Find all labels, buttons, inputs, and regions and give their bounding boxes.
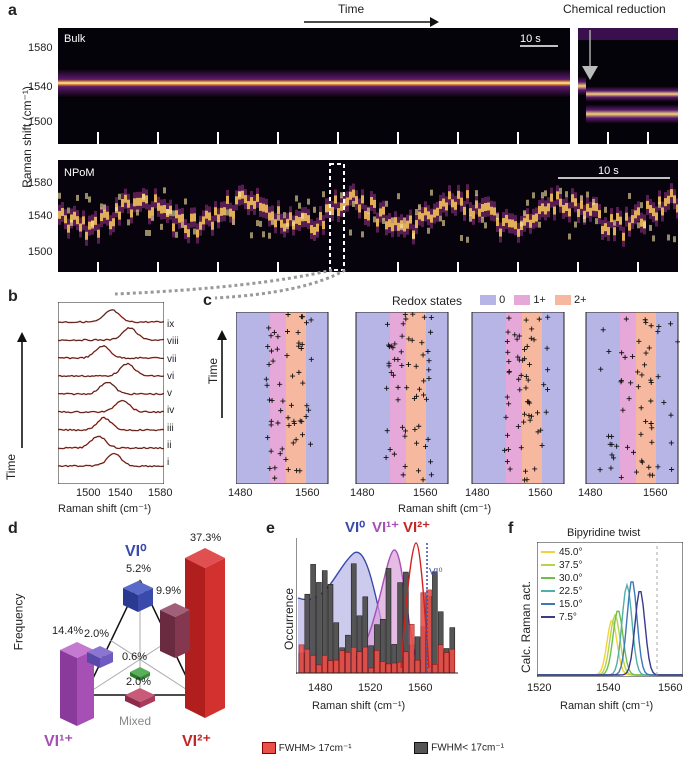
c-xtick-1480-4: 1480 [578,487,603,499]
b-xtick-1540: 1540 [108,487,133,499]
f-ylabel: Calc. Raman act. [519,580,534,674]
pct-vi1: 14.4% [52,625,84,637]
c-xtick-1560-1: 1560 [295,487,320,499]
numeral-iv: iv [167,405,175,417]
panel-d-diagram [60,548,225,726]
panel-a-label: a [8,2,17,19]
f-xlabel: Raman shift (cm⁻¹) [560,700,654,712]
panel-e-histogram [296,538,458,674]
time-arrow-c [217,330,227,418]
b-xlabel: Raman shift (cm⁻¹) [58,503,152,515]
time-arrow-b [17,332,27,448]
f-legend: 45.0° 37.5° 30.0° 22.5° 15.0° 7.5° [541,546,582,624]
panel-c-scatter [236,312,680,484]
pct-vi0: 5.2% [126,563,152,575]
bulk-spectrogram: 10 s Bulk [58,28,570,144]
d-vi1-label: VI¹⁺ [44,733,73,750]
d-mixed-label: Mixed [119,714,152,728]
pct-vi2: 37.3% [190,532,222,544]
numeral-v: v [167,388,172,400]
e-vi0-label: VI⁰ [345,519,366,536]
time-label-c: Time [206,357,221,385]
numeral-viii: viii [167,336,179,348]
f-leg-75: 7.5° [559,612,577,623]
f-leg-45: 45.0° [559,547,583,558]
numeral-vi: vi [167,370,175,382]
numeral-ix: ix [167,319,175,330]
e-vi0-annot: VI⁰ [429,567,443,578]
pct-mix-low: 2.0% [126,676,152,688]
panel-f-chart [537,542,683,677]
panel-b-spectra [58,302,164,484]
e-xtick-1560: 1560 [408,682,433,694]
ytick-1540-bottom: 1540 [28,210,53,222]
e-xlabel: Raman shift (cm⁻¹) [312,700,406,712]
e-legend: FWHM> 17cm⁻¹ FWHM< 17cm⁻¹ [262,742,504,754]
c-xtick-1560-2: 1560 [413,487,438,499]
e-vi2-label: VI²⁺ [403,519,431,536]
legend-0: 0 [499,294,506,306]
legend-2plus: 2+ [573,294,587,306]
npom-label: NPoM [64,167,95,179]
legend-fwhm-gray: FWHM< 17cm⁻¹ [431,742,504,754]
npom-spectrogram: 10 s NPoM [58,160,678,272]
time-label-b: Time [4,453,19,481]
zoom-lines [114,268,346,300]
c-xtick-1480-2: 1480 [350,487,375,499]
f-xtick-1560: 1560 [658,682,683,694]
ytick-1540-top: 1540 [28,81,53,93]
time-arrow [304,17,439,27]
d-vi2-label: VI²⁺ [182,733,211,750]
f-leg-375: 37.5° [559,560,583,571]
f-xtick-1520: 1520 [527,682,552,694]
scale-bar-npom: 10 s [598,165,619,177]
time-label-a: Time [338,2,365,16]
f-leg-30: 30.0° [559,573,583,584]
ytick-1580-bottom: 1580 [28,177,53,189]
e-ylabel: Occurrence [282,587,297,651]
c-xlabel: Raman shift (cm⁻¹) [398,503,492,515]
chemical-reduction-label: Chemical reduction [563,2,666,16]
f-leg-225: 22.5° [559,586,583,597]
numeral-i: i [167,457,170,469]
b-xtick-1500: 1500 [76,487,101,499]
redox-legend-title: Redox states [392,294,463,308]
d-vi0-label: VI⁰ [125,543,147,560]
numeral-iii: iii [167,422,174,434]
ytick-1500-top: 1500 [28,116,53,128]
panel-d-label: d [8,520,18,537]
bulk-label: Bulk [64,33,86,45]
c-xtick-1560-3: 1560 [528,487,553,499]
c-xtick-1480-1: 1480 [228,487,253,499]
f-leg-15: 15.0° [559,599,583,610]
panel-f-label: f [508,520,514,537]
ytick-1580-top: 1580 [28,42,53,54]
numeral-ii: ii [167,440,172,452]
scale-bar-bulk: 10 s [520,33,541,45]
f-title: Bipyridine twist [567,527,641,539]
panel-b-numerals: ix viii vii vi v iv iii ii i [167,316,179,472]
panel-b-label: b [8,288,18,305]
pct-mix-mid: 0.6% [122,651,148,663]
c-xtick-1480-3: 1480 [465,487,490,499]
panel-e-label: e [266,520,275,537]
e-xtick-1480: 1480 [308,682,333,694]
pct-mix-left: 2.0% [84,628,110,640]
reduction-spectrogram [578,28,678,144]
redox-legend: 0 1+ 2+ [480,294,587,306]
legend-1plus: 1+ [533,294,546,306]
numeral-vii: vii [167,353,177,365]
legend-fwhm-red: FWHM> 17cm⁻¹ [278,742,352,754]
panel-c-label: c [203,292,212,309]
f-xtick-1540: 1540 [596,682,621,694]
c-xtick-1560-4: 1560 [643,487,668,499]
e-xtick-1520: 1520 [358,682,383,694]
pct-mix-right: 9.9% [156,585,182,597]
e-vi1-label: VI¹⁺ [372,519,400,536]
b-xtick-1580: 1580 [148,487,173,499]
ytick-1500-bottom: 1500 [28,246,53,258]
